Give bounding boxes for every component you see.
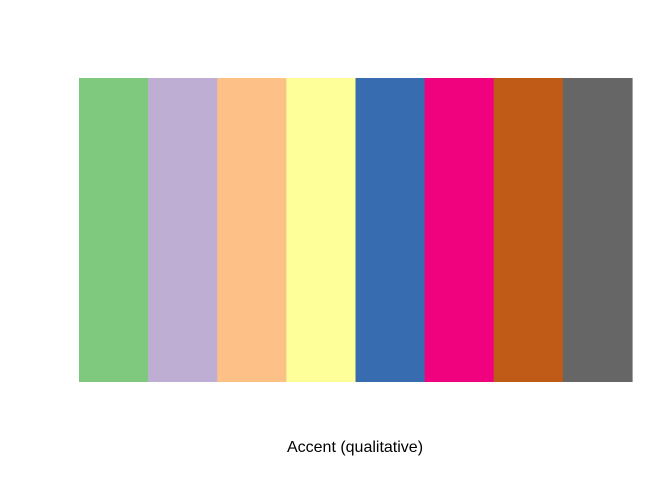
swatch-group [79, 78, 633, 382]
palette-swatch-7 [493, 78, 564, 382]
palette-swatch-1 [79, 78, 149, 382]
palette-swatch-5 [355, 78, 426, 382]
palette-swatch-6 [424, 78, 495, 382]
palette-caption: Accent (qualitative) [286, 439, 424, 456]
palette-swatch-8 [562, 78, 633, 382]
palette-swatch-4 [286, 78, 357, 382]
palette-swatch-2 [148, 78, 218, 382]
palette-swatch-3 [217, 78, 287, 382]
